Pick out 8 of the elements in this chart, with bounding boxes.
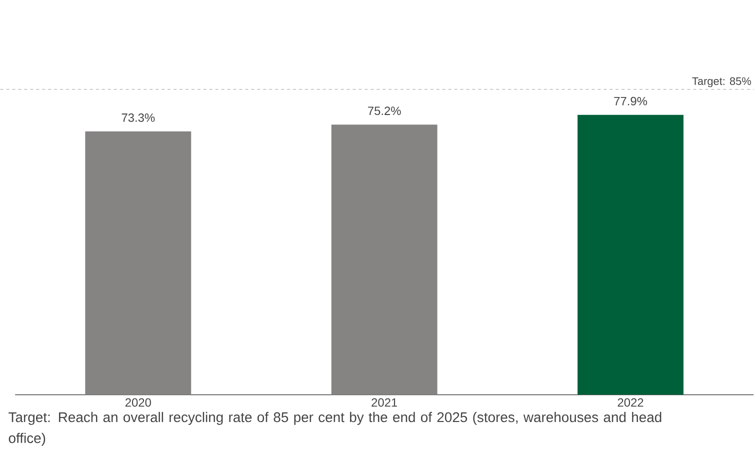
data-label: 73.3% (122, 114, 155, 122)
x-tick-label: 2022 (618, 398, 644, 407)
x-tick-label: 2020 (125, 398, 151, 407)
x-tick-label: 2021 (372, 398, 398, 407)
text: Target: Reach an overall recycling rate of 85 per cent by the end of 2025 (stores, warehouses and head office) (8, 412, 662, 446)
data-label: 77.9% (614, 97, 648, 106)
data-label: 75.2% (368, 106, 401, 116)
ref-line-label: Target: 85% (692, 77, 751, 88)
